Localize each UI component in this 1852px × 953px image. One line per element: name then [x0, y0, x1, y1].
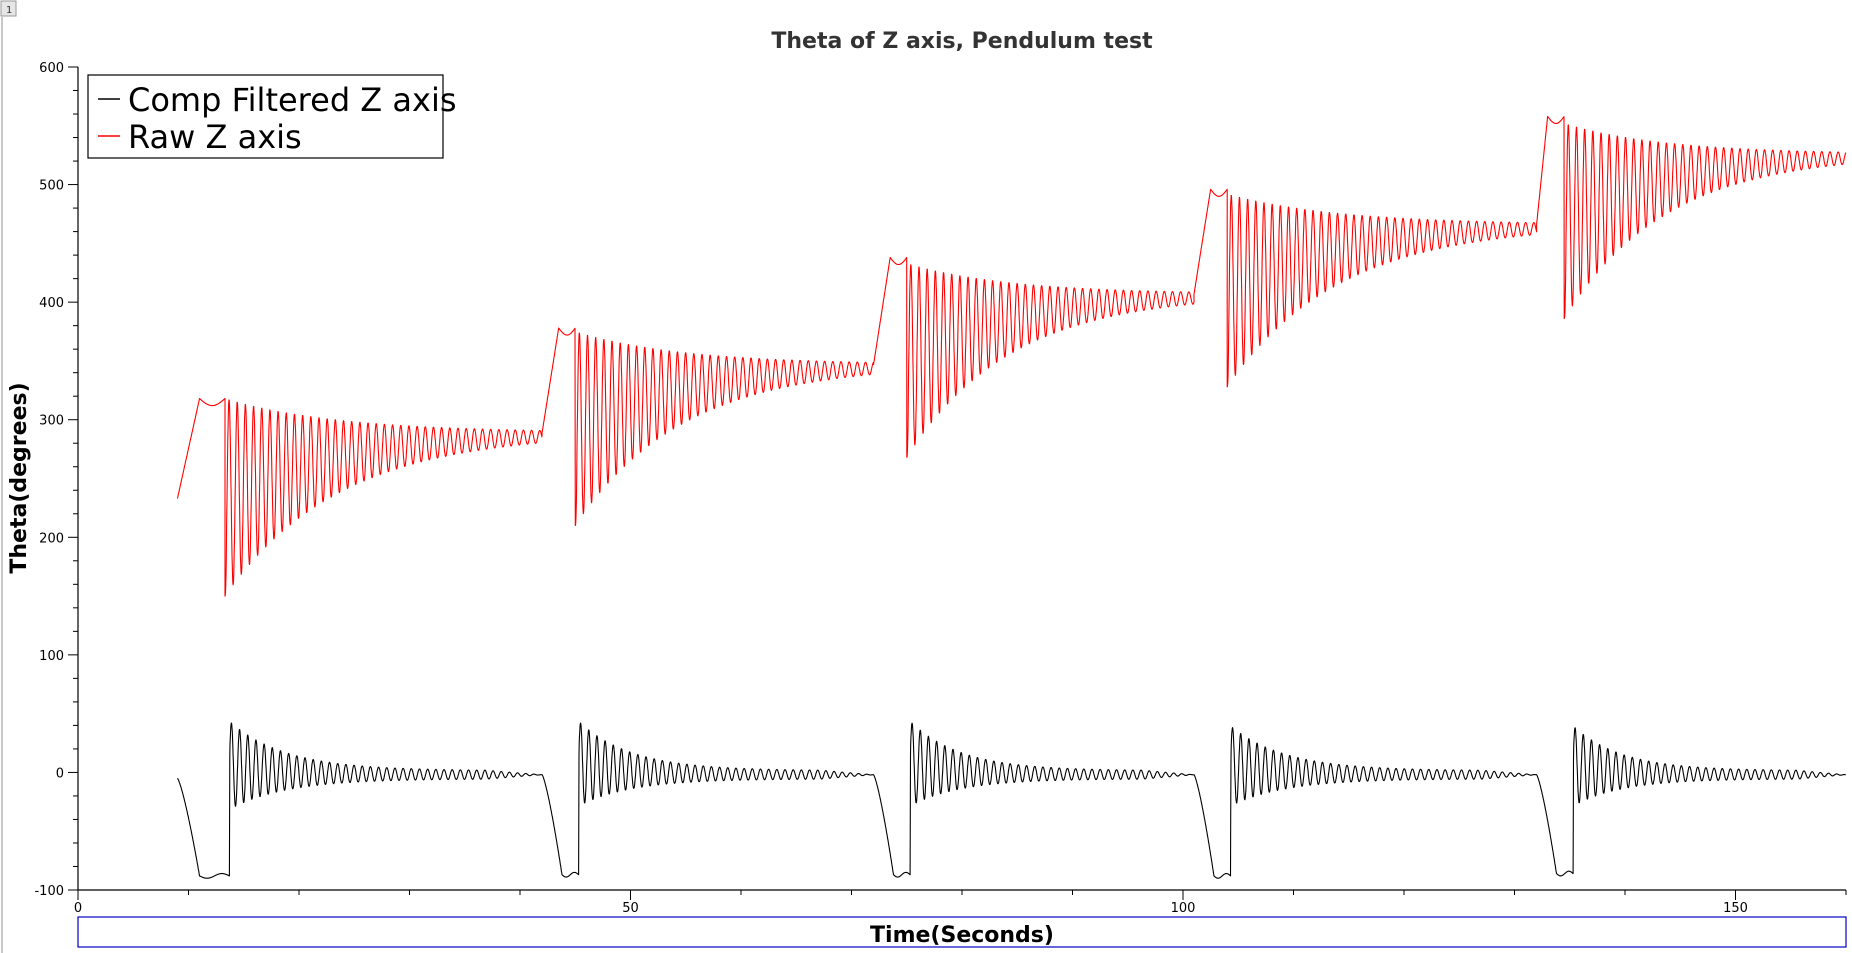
legend-entry-raw: Raw Z axis: [128, 118, 302, 156]
legend: Comp Filtered Z axis Raw Z axis: [87, 74, 457, 159]
y-tick-label: 300: [39, 414, 64, 429]
y-axis-label: Theta(degrees): [7, 382, 32, 573]
chart-title: Theta of Z axis, Pendulum test: [771, 29, 1153, 54]
x-tick-label: 0: [74, 901, 82, 916]
corner-tag-box[interactable]: 1: [0, 0, 17, 17]
series-raw-z: [176, 115, 1847, 597]
y-tick-label: 0: [56, 766, 64, 781]
y-tick-label: 100: [39, 649, 64, 664]
x-tick-label: 100: [1171, 901, 1196, 916]
y-tick-label: 500: [39, 179, 64, 194]
y-tick-label: 200: [39, 531, 64, 546]
corner-tag-label: 1: [6, 5, 12, 16]
y-tick-label: 400: [39, 296, 64, 311]
y-tick-label: -100: [34, 884, 64, 899]
axes: -100 0 100 200 300 400 500 600 0 50 100 150: [34, 61, 1847, 916]
series-comp-filtered-z: [177, 722, 1847, 879]
y-tick-label: 600: [39, 61, 64, 76]
legend-entry-comp-filtered: Comp Filtered Z axis: [128, 81, 457, 119]
x-tick-label: 150: [1723, 901, 1748, 916]
series-layer: [176, 115, 1847, 879]
x-axis-label: Time(Seconds): [870, 923, 1054, 948]
legend-box: [87, 74, 444, 159]
x-axis-label-box: [77, 916, 1847, 948]
x-tick-label: 50: [622, 901, 639, 916]
